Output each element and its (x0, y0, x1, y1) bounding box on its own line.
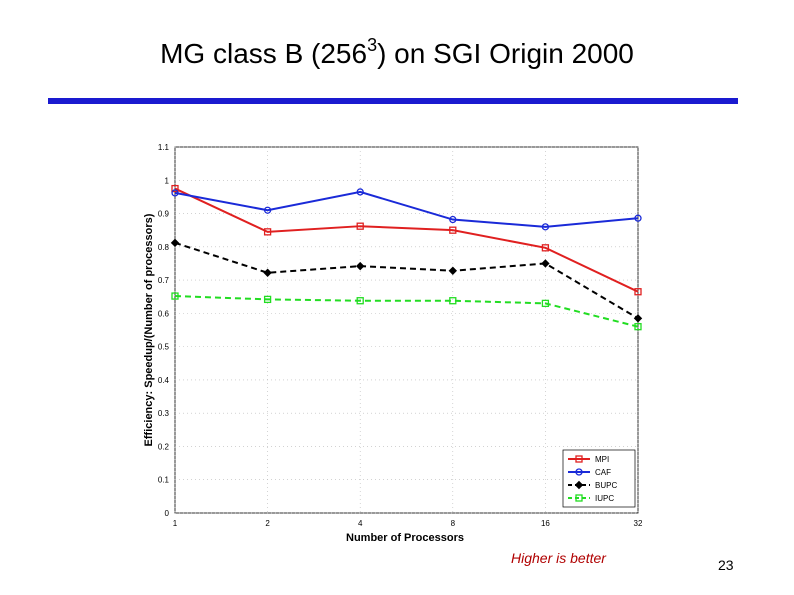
bupc-point (448, 266, 458, 275)
series-mpi (171, 184, 642, 296)
bupc-line (174, 241, 639, 320)
x-tick-label: 16 (541, 519, 550, 528)
mpi-point (171, 184, 179, 193)
y-tick-label: 0.8 (158, 243, 170, 252)
mpi-point (263, 228, 272, 236)
iupc-point (449, 297, 457, 305)
caf-point (541, 223, 550, 231)
y-axis-label: Efficiency: Speedup/(Number of processor… (143, 213, 155, 446)
iupc-point (171, 292, 179, 300)
series-bupc (170, 238, 643, 323)
higher-is-better-note: Higher is better (511, 550, 606, 566)
bupc-point (355, 261, 365, 271)
legend-marker-mpi (575, 455, 583, 463)
y-tick-label: 1 (165, 176, 170, 185)
title-main: MG class B (256 (160, 38, 368, 69)
y-tick-label: 0.3 (158, 409, 170, 418)
iupc-point (356, 297, 364, 305)
mpi-point (541, 244, 550, 252)
series-caf (171, 188, 642, 231)
legend-label-iupc: IUPC (595, 494, 614, 503)
caf-point (449, 215, 457, 224)
y-tick-label: 0.6 (158, 309, 170, 318)
y-tick-label: 0.9 (158, 210, 170, 219)
legend-label-mpi: MPI (595, 455, 609, 464)
mpi-point (356, 222, 364, 230)
series-iupc (171, 292, 642, 331)
axis-ticks: 0 0.1 0.2 0.3 0.4 0.5 0.6 0.7 0.8 0.9 1 1.1 1 2 4 8 16 32 (158, 143, 643, 528)
iupc-point (634, 323, 642, 331)
legend-marker-bupc (574, 480, 584, 490)
x-tick-label: 4 (358, 519, 363, 528)
bupc-point (263, 268, 272, 277)
slide-title: MG class B (2563) on SGI Origin 2000 (0, 35, 794, 70)
title-end: ) on SGI Origin 2000 (377, 38, 634, 69)
legend-label-caf: CAF (595, 468, 611, 477)
iupc-point (263, 295, 272, 304)
legend-marker-caf (575, 468, 583, 476)
iupc-point (541, 299, 550, 308)
y-tick-label: 0.4 (158, 376, 170, 385)
x-tick-label: 1 (173, 519, 178, 528)
bupc-point (170, 238, 180, 248)
data-series (170, 184, 643, 331)
x-tick-label: 32 (634, 519, 643, 528)
mpi-point (449, 226, 457, 234)
caf-point (356, 188, 364, 196)
x-tick-label: 2 (265, 519, 270, 528)
x-axis-label: Number of Processors (346, 532, 464, 544)
y-tick-label: 0.1 (158, 476, 170, 485)
y-tick-label: 0.2 (158, 442, 170, 451)
caf-line (174, 190, 639, 228)
bupc-point (633, 314, 643, 323)
iupc-line (174, 295, 639, 328)
title-superscript: 3 (367, 35, 378, 55)
title-underline (48, 98, 738, 104)
y-tick-label: 1.1 (158, 143, 170, 152)
caf-point (263, 206, 272, 214)
legend-marker-iupc (575, 494, 583, 502)
y-tick-label: 0 (165, 509, 170, 518)
caf-point (171, 189, 179, 197)
page-number: 23 (718, 557, 734, 573)
bupc-point (541, 259, 550, 268)
grid-lines (174, 146, 639, 514)
mpi-line (174, 187, 639, 293)
y-tick-label: 0.7 (158, 276, 170, 285)
x-tick-label: 8 (451, 519, 456, 528)
caf-point (634, 214, 642, 222)
y-tick-label: 0.5 (158, 343, 170, 352)
mpi-point (634, 288, 642, 296)
legend-label-bupc: BUPC (595, 481, 617, 490)
chart-legend: MPI CAF BUPC IUPC (562, 449, 636, 508)
